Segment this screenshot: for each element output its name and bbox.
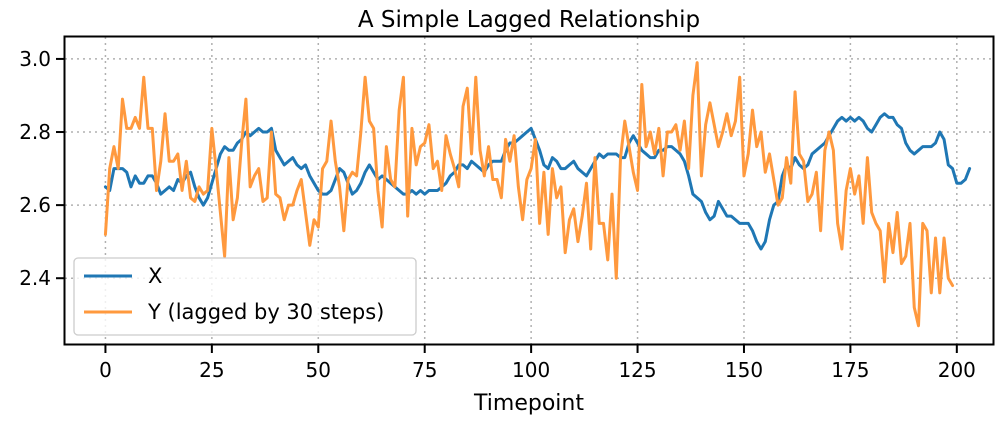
legend-label-y: Y (lagged by 30 steps): [147, 300, 384, 324]
x-tick-label: 25: [199, 358, 224, 382]
y-tick-label: 2.6: [19, 193, 51, 217]
legend-box: [73, 257, 417, 336]
legend: X Y (lagged by 30 steps): [73, 257, 417, 336]
chart-title: A Simple Lagged Relationship: [358, 7, 700, 33]
x-tick-label: 50: [306, 358, 331, 382]
x-tick-label: 125: [618, 358, 656, 382]
y-tick-label: 2.4: [19, 266, 51, 290]
x-tick-label: 175: [831, 358, 869, 382]
x-tick-label: 100: [512, 358, 550, 382]
x-tick-label: 75: [412, 358, 437, 382]
series-lines: [103, 61, 972, 328]
y-tick-label: 3.0: [19, 47, 51, 71]
x-tick-label: 200: [938, 358, 976, 382]
axes-frame: [63, 35, 995, 346]
legend-label-x: X: [148, 264, 162, 288]
x-tick-label: 150: [725, 358, 763, 382]
y-tick-label: 2.8: [19, 120, 51, 144]
ticks: 0 25 50 75 100 125 150 175 200 2.4 2.6 2.8 3.0: [19, 47, 976, 382]
x-tick-label: 0: [99, 358, 112, 382]
x-axis-label: Timepoint: [473, 391, 584, 416]
series-line-1: [103, 61, 955, 328]
